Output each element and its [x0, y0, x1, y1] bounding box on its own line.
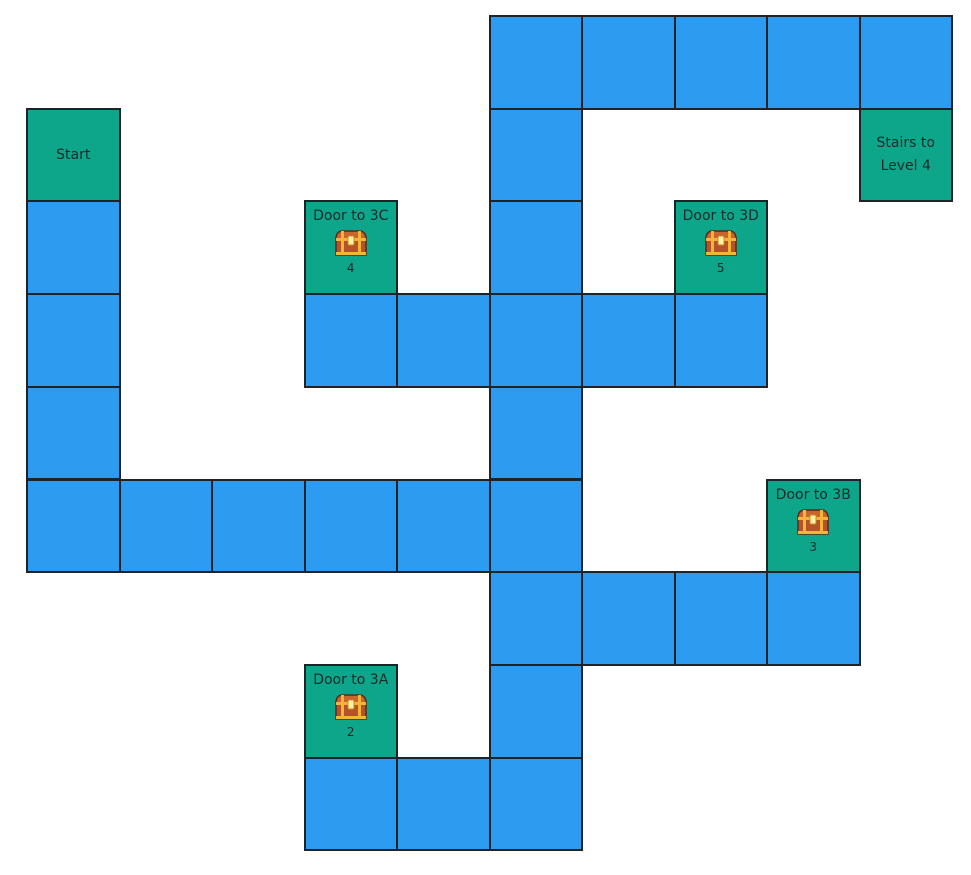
path-tile [488, 293, 583, 388]
path-tile [396, 756, 491, 852]
path-tile [581, 293, 676, 388]
start-tile: Start [26, 107, 121, 203]
path-tile [766, 15, 861, 110]
path-tile [581, 15, 676, 110]
path-tile [26, 200, 121, 296]
path-tile [673, 293, 768, 388]
path-tile [766, 571, 861, 666]
path-tile [488, 663, 583, 759]
start-label: Start [56, 146, 91, 163]
path-tile [303, 293, 398, 388]
door-tile: Door to 3C 4 [303, 200, 398, 296]
stairs-tile: Stairs to Level 4 [858, 107, 953, 203]
path-tile [26, 385, 121, 481]
stairs-label: Stairs to Level 4 [876, 135, 935, 175]
treasure-count: 5 [716, 261, 725, 276]
path-tile [396, 293, 491, 388]
path-tile [303, 478, 398, 574]
treasure-chest-icon [334, 693, 368, 721]
treasure-chest-icon [334, 229, 368, 257]
treasure-count: 3 [809, 539, 818, 554]
treasure-chest-icon [796, 508, 830, 536]
door-label: Door to 3C [313, 208, 389, 225]
treasure-count: 2 [346, 724, 355, 739]
door-tile: Door to 3D 5 [673, 200, 768, 296]
treasure-count: 4 [346, 261, 355, 276]
path-tile [488, 478, 583, 574]
path-tile [211, 478, 306, 574]
door-label: Door to 3B [775, 486, 851, 503]
path-tile [488, 15, 583, 110]
path-tile [303, 756, 398, 852]
path-tile [488, 385, 583, 481]
path-tile [581, 571, 676, 666]
path-tile [118, 478, 213, 574]
door-label: Door to 3D [682, 208, 759, 225]
path-tile [26, 478, 121, 574]
path-tile [488, 200, 583, 296]
path-tile [673, 571, 768, 666]
path-tile [488, 571, 583, 666]
door-tile: Door to 3A 2 [303, 663, 398, 759]
door-label: Door to 3A [313, 671, 389, 688]
path-tile [488, 756, 583, 852]
path-tile [396, 478, 491, 574]
door-tile: Door to 3B 3 [766, 478, 861, 574]
path-tile [26, 293, 121, 388]
path-tile [858, 15, 953, 110]
path-tile [673, 15, 768, 110]
treasure-chest-icon [704, 229, 738, 257]
path-tile [488, 107, 583, 203]
